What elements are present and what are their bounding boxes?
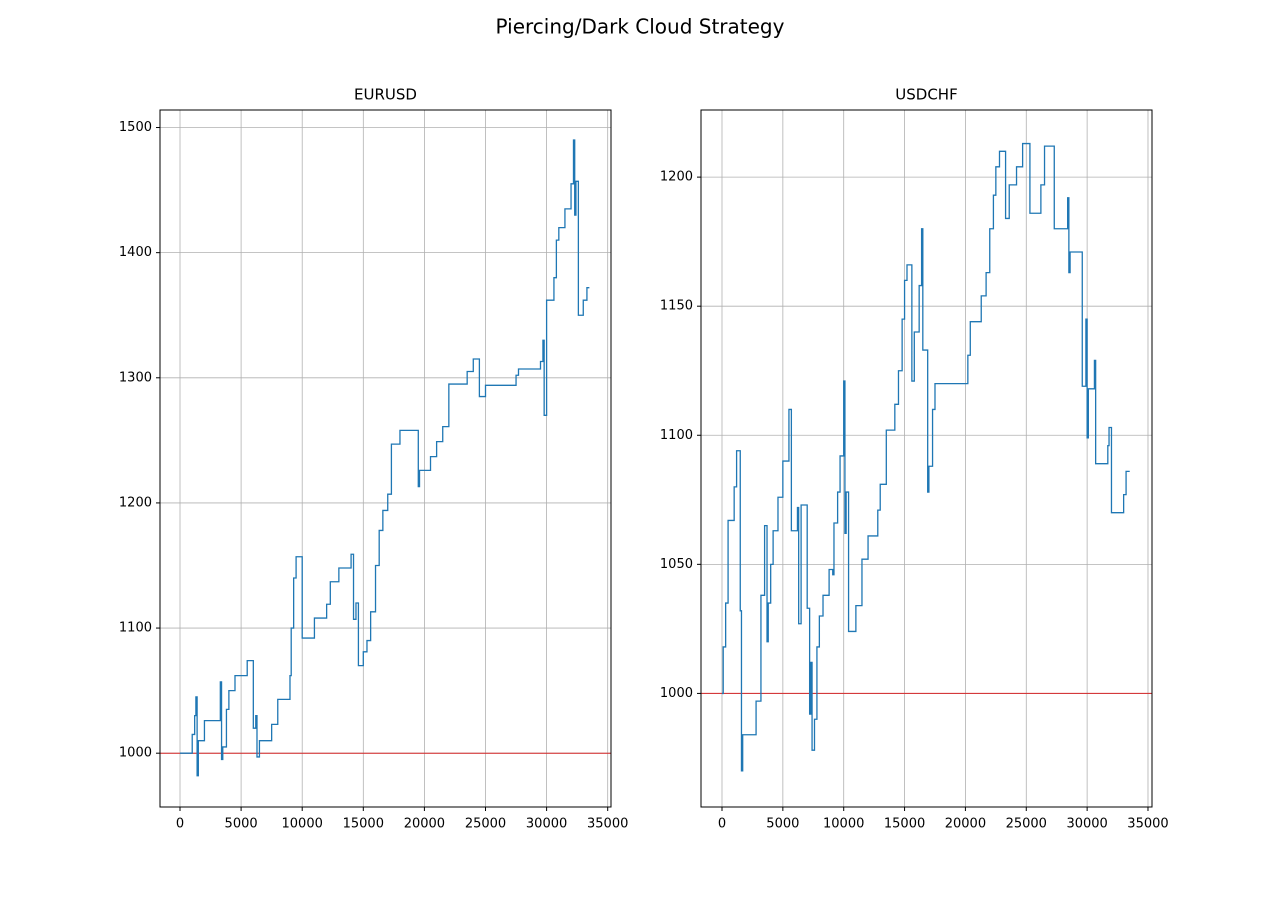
y-tick-label: 1300 <box>119 370 152 385</box>
y-tick-label: 1000 <box>119 746 152 761</box>
subplot-title: USDCHF <box>895 86 957 104</box>
x-tick-label: 5000 <box>766 817 799 832</box>
x-tick-label: 5000 <box>225 817 258 832</box>
x-tick-label: 15000 <box>884 817 925 832</box>
y-tick-label: 1500 <box>119 120 152 135</box>
x-tick-label: 20000 <box>945 817 986 832</box>
x-tick-label: 20000 <box>404 817 445 832</box>
x-tick-label: 35000 <box>1127 817 1168 832</box>
axes-frame <box>700 109 1153 808</box>
y-tick-label: 1400 <box>119 245 152 260</box>
figure-title: Piercing/Dark Cloud Strategy <box>496 15 785 39</box>
y-tick-label: 1100 <box>119 621 152 636</box>
data-line <box>721 142 1130 772</box>
y-tick-label: 1100 <box>660 428 693 443</box>
y-tick-label: 1000 <box>660 686 693 701</box>
x-tick-label: 25000 <box>1006 817 1047 832</box>
x-tick-label: 30000 <box>526 817 567 832</box>
y-tick-label: 1200 <box>119 495 152 510</box>
subplot-title: EURUSD <box>354 86 417 104</box>
x-tick-label: 35000 <box>587 817 628 832</box>
x-tick-label: 0 <box>718 817 726 832</box>
y-tick-label: 1050 <box>660 557 693 572</box>
data-line <box>180 139 590 777</box>
x-tick-label: 25000 <box>465 817 506 832</box>
y-tick-label: 1200 <box>660 170 693 185</box>
x-tick-label: 15000 <box>343 817 384 832</box>
x-tick-label: 0 <box>176 817 184 832</box>
x-tick-label: 30000 <box>1066 817 1107 832</box>
axes-frame <box>159 109 612 808</box>
y-tick-label: 1150 <box>660 299 693 314</box>
x-tick-label: 10000 <box>282 817 323 832</box>
x-tick-label: 10000 <box>823 817 864 832</box>
